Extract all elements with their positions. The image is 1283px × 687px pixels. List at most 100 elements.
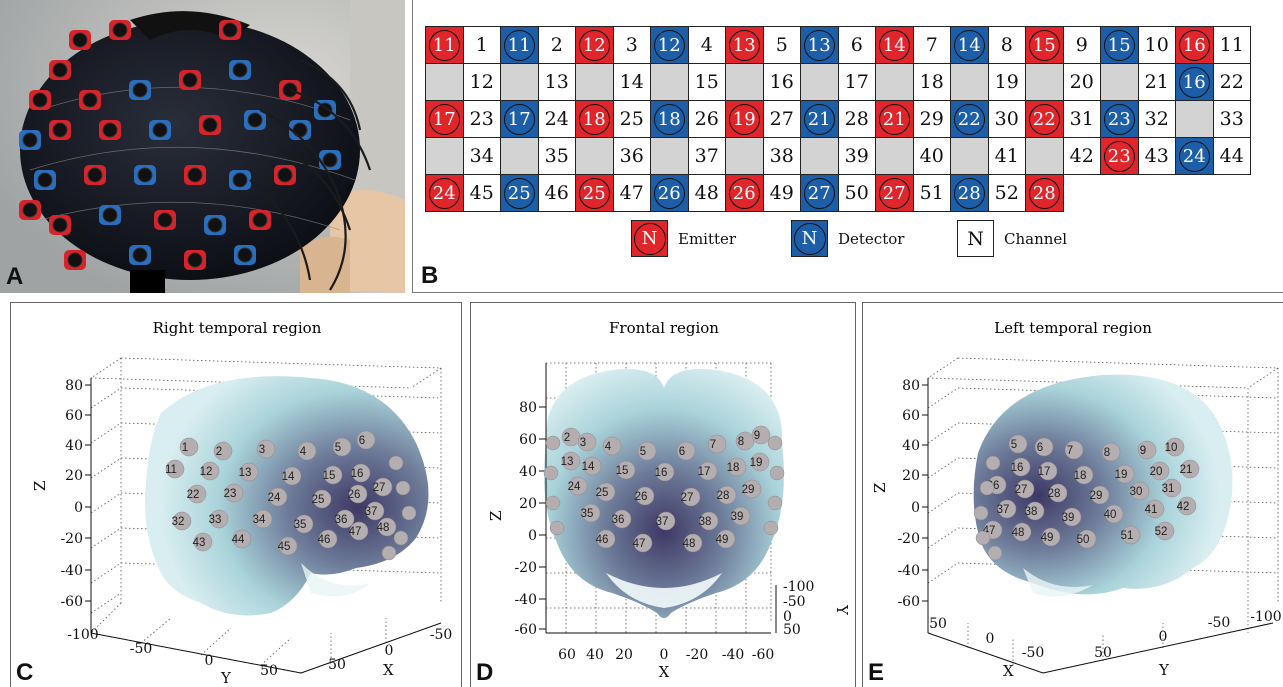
channel-marker [681,487,701,507]
detector-number: 11 [503,29,535,61]
channel-marker [581,503,601,523]
channel-number: 29 [1090,490,1103,502]
channel-cell: 24 [538,101,576,138]
z-tick-label: 40 [519,464,537,480]
detector-number: 25 [503,177,535,209]
detector-number: 14 [953,29,985,61]
channel-cell: 46 [538,175,576,212]
channel-number: 37 [365,506,378,518]
detector-cell: 13 [801,27,839,64]
channel-number: 1 [182,442,188,454]
detector-number: 15 [1103,29,1135,61]
channel-cell: 51 [913,175,951,212]
channel-number: 5 [1011,439,1017,451]
emitter-cell: 24 [426,175,464,212]
x-axis [927,632,1044,674]
channel-cell: 37 [688,138,726,175]
channel-number: 8 [738,436,744,448]
x-axis [300,622,442,674]
channel-number: 23 [224,488,237,500]
channel-number: 6 [679,446,685,458]
x-tick-label: 0 [986,631,995,647]
channel-cell: 22 [1213,64,1251,101]
channel-marker [335,509,355,529]
channel-marker [224,483,244,503]
channel-number: 9 [754,430,760,442]
channel-marker [1041,527,1061,547]
channel-marker [633,533,653,553]
channel-marker [582,456,602,476]
optode-marker [985,455,1001,471]
emitter-cell: 16 [1176,27,1214,64]
channel-marker [209,509,229,529]
emitter-number: 18 [578,103,610,135]
channel-number: 22 [187,489,200,501]
emitter-cell: 27 [876,175,914,212]
channel-marker [602,436,622,456]
channel-number: 48 [1012,527,1025,539]
channel-number: 51 [1121,530,1134,542]
emitter-number: 12 [578,29,610,61]
optode-head [277,167,293,183]
channel-cell: 14 [613,64,651,101]
optode-head [157,212,173,228]
detector-number: 26 [653,177,685,209]
emitter-cell: 23 [1101,138,1139,175]
optode-head [72,32,88,48]
channel-number: 14 [582,461,595,473]
y-tick-label: -100 [783,579,814,595]
optode-head [37,172,53,188]
channel-marker [332,437,352,457]
channel-number: 52 [1155,526,1168,538]
x-tick-label: 50 [328,657,346,673]
channel-cell: 41 [988,138,1026,175]
channel-cell: 28 [838,101,876,138]
z-tick-label: -60 [514,622,537,638]
empty-cell [951,138,989,175]
emitter-number: 11 [428,29,460,61]
channel-number: 19 [750,457,763,469]
optode-marker [987,545,1003,561]
channel-cell: 18 [913,64,951,101]
emitter-number: 22 [1028,103,1060,135]
channel-cell: 16 [763,64,801,101]
channel-number: 47 [633,538,646,550]
y-tick-label: -100 [1250,609,1281,625]
channel-marker [731,506,751,526]
detector-cell: 11 [501,27,539,64]
x-axis-label: X [659,663,670,681]
detector-number: 22 [953,103,985,135]
optode-marker [388,455,404,471]
channel-number: 15 [616,465,629,477]
panel-a-letter: A [6,263,24,290]
x-tick-label: -60 [752,647,775,663]
z-axis-label: Z [871,483,889,493]
channel-marker [1115,464,1135,484]
detector-cell: 22 [951,101,989,138]
detector-number: 28 [953,177,985,209]
channel-marker [278,536,298,556]
channel-number: 43 [193,537,206,549]
channel-cell: 50 [838,175,876,212]
channel-cell: 52 [988,175,1026,212]
channel-number: 24 [268,492,281,504]
channel-cell: 35 [538,138,576,175]
emitter-cell: 14 [876,27,914,64]
channel-marker [1162,478,1182,498]
channel-cell: 48 [688,175,726,212]
optode-head [317,102,333,118]
panel-d-letter: D [476,659,494,686]
channel-cell: 31 [1063,101,1101,138]
region-title: Right temporal region [153,319,322,337]
empty-cell [801,64,839,101]
emitter-number: 24 [428,177,460,209]
grid-line [140,617,172,644]
channel-cell: 32 [1138,101,1176,138]
x-tick-label: -40 [722,647,745,663]
y-tick-label: 50 [783,622,801,638]
optode-head [187,167,203,183]
emitter-cell: 15 [1026,27,1064,64]
optode-head [132,82,148,98]
optode-head [292,122,308,138]
channel-cell: 45 [463,175,501,212]
